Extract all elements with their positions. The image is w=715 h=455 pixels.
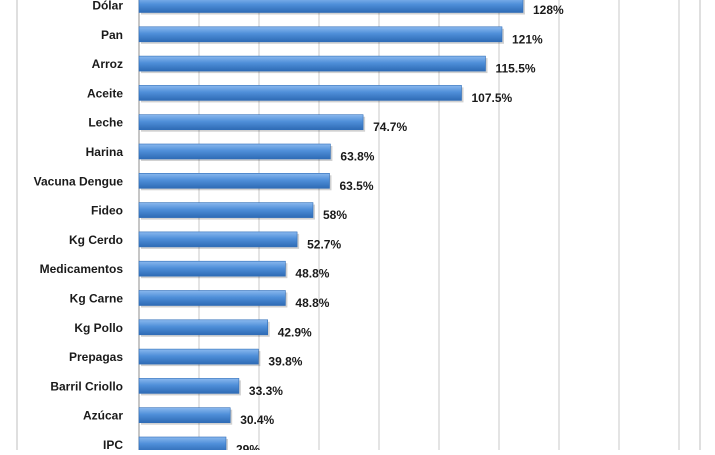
- value-label: 33.3%: [249, 384, 283, 398]
- bar: [138, 319, 268, 336]
- labels: Dólar 128% Pan 121% Arroz 115.5% Aceite 107.5% L…: [34, 0, 564, 455]
- value-label: 30.4%: [240, 413, 274, 427]
- category-label: Leche: [88, 116, 123, 130]
- bar: [138, 202, 314, 218]
- value-label: 63.8%: [340, 150, 374, 164]
- category-label: Azúcar: [83, 409, 123, 423]
- gridlines: [16, 0, 701, 450]
- value-label: 39.8%: [268, 355, 302, 369]
- value-label: 29%: [236, 443, 260, 451]
- category-label: Harina: [86, 145, 124, 159]
- value-label: 74.7%: [373, 120, 407, 134]
- category-label: Pan: [101, 28, 123, 42]
- bar: [138, 231, 298, 248]
- value-label: 48.8%: [295, 296, 329, 310]
- bar: [138, 143, 331, 160]
- bar: [138, 26, 503, 43]
- category-label: Prepagas: [69, 350, 123, 364]
- category-label: Medicamentos: [40, 262, 124, 276]
- value-label: 63.5%: [340, 179, 374, 193]
- value-label: 115.5%: [496, 62, 536, 76]
- category-label: Kg Cerdo: [69, 233, 123, 247]
- bar: [138, 436, 227, 453]
- value-label: 107.5%: [472, 91, 513, 105]
- bar: [138, 0, 524, 13]
- category-label: IPC: [103, 438, 123, 450]
- category-label: Vacuna Dengue: [34, 174, 124, 188]
- bar: [138, 378, 240, 394]
- category-label: Kg Pollo: [74, 321, 123, 335]
- bar: [138, 260, 286, 277]
- category-label: Fideo: [91, 204, 123, 218]
- bar: [138, 114, 364, 130]
- bar: [138, 55, 486, 72]
- category-label: Barril Criollo: [50, 379, 123, 393]
- category-label: Aceite: [87, 86, 123, 100]
- bar: [138, 290, 286, 306]
- value-label: 128%: [533, 3, 564, 17]
- value-label: 48.8%: [295, 267, 329, 281]
- category-label: Arroz: [92, 57, 123, 71]
- bar: [138, 85, 462, 101]
- category-label: Kg Carne: [70, 292, 124, 306]
- category-label: Dólar: [92, 0, 123, 13]
- bar: [138, 173, 330, 189]
- bars: [138, 0, 525, 454]
- value-label: 121%: [512, 32, 543, 46]
- bar: [138, 407, 231, 424]
- value-label: 42.9%: [278, 325, 312, 339]
- value-label: 52.7%: [307, 237, 341, 251]
- value-label: 58%: [323, 208, 347, 222]
- bar: [138, 348, 259, 365]
